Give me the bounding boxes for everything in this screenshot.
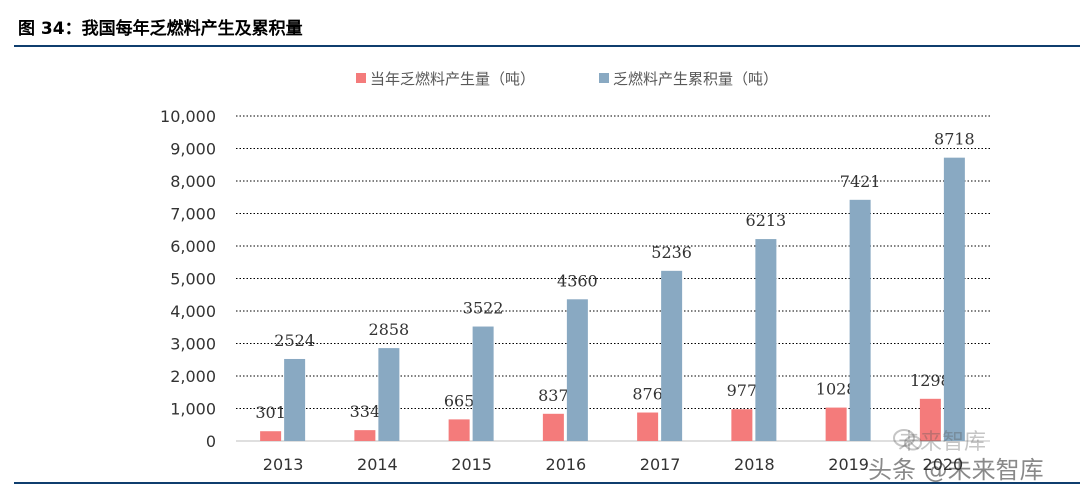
y-tick-label: 0 (206, 432, 216, 451)
x-tick-label: 2020 (923, 455, 964, 474)
legend-swatch (356, 73, 366, 83)
cumulative-bar-2019 (849, 199, 871, 441)
annual-data-label: 1298 (910, 371, 951, 390)
title-rule (14, 45, 1080, 47)
y-tick-label: 8,000 (170, 172, 216, 191)
y-tick-label: 7,000 (170, 205, 216, 224)
y-tick-label: 4,000 (170, 302, 216, 321)
annual-data-label: 334 (350, 402, 381, 421)
cumulative-bar-2013 (284, 358, 306, 441)
cumulative-data-label: 2524 (274, 331, 315, 350)
bottom-rule (14, 482, 1080, 484)
cumulative-bar-2014 (378, 348, 400, 441)
annual-bar-2017 (637, 412, 659, 441)
watermark-bottom: 头条 @未来智库 (868, 456, 1044, 484)
y-tick-label: 6,000 (170, 237, 216, 256)
x-tick-label: 2017 (640, 455, 681, 474)
annual-bar-2014 (354, 430, 376, 441)
y-tick-label: 2,000 (170, 367, 216, 386)
annual-bar-2018 (731, 409, 753, 441)
cumulative-bar-2016 (566, 299, 588, 441)
wechat-icon (893, 429, 922, 451)
x-tick-label: 2018 (734, 455, 775, 474)
legend-label: 乏燃料产生累积量（吨） (613, 70, 778, 88)
annual-data-label: 977 (727, 381, 758, 400)
y-tick-label: 9,000 (170, 140, 216, 159)
annual-bar-2015 (448, 419, 470, 441)
legend-label: 当年乏燃料产生量（吨） (370, 70, 535, 88)
x-tick-label: 2015 (451, 455, 492, 474)
y-tick-label: 1,000 (170, 400, 216, 419)
annual-data-label: 301 (255, 403, 286, 422)
y-tick-label: 3,000 (170, 335, 216, 354)
annual-data-label: 837 (538, 386, 569, 405)
cumulative-data-label: 5236 (651, 243, 692, 262)
cumulative-data-label: 6213 (746, 211, 787, 230)
cumulative-bar-2017 (661, 270, 683, 441)
cumulative-data-label: 2858 (369, 320, 410, 339)
cumulative-bar-2018 (755, 239, 777, 441)
annual-bar-2013 (260, 431, 282, 441)
x-tick-label: 2013 (263, 455, 304, 474)
x-tick-label: 2016 (546, 455, 587, 474)
x-tick-label: 2014 (357, 455, 398, 474)
annual-data-label: 876 (632, 385, 663, 404)
y-tick-label: 5,000 (170, 270, 216, 289)
x-tick-label: 2019 (828, 455, 869, 474)
watermark-top: 未来智库 (898, 430, 987, 455)
annual-data-label: 665 (444, 391, 475, 410)
annual-data-label: 1028 (816, 380, 857, 399)
cumulative-data-label: 7421 (840, 172, 881, 191)
annual-bar-2020 (919, 398, 941, 441)
legend-swatch (599, 73, 609, 83)
cumulative-data-label: 8718 (934, 130, 975, 149)
cumulative-data-label: 4360 (557, 271, 598, 290)
figure-title: 图 34：我国每年乏燃料产生及累积量 (18, 19, 303, 39)
y-tick-label: 10,000 (160, 107, 216, 126)
cumulative-bar-2015 (472, 326, 494, 441)
cumulative-bar-2020 (943, 157, 965, 442)
annual-bar-2019 (825, 407, 847, 441)
annual-bar-2016 (542, 413, 564, 441)
cumulative-data-label: 3522 (463, 299, 504, 318)
